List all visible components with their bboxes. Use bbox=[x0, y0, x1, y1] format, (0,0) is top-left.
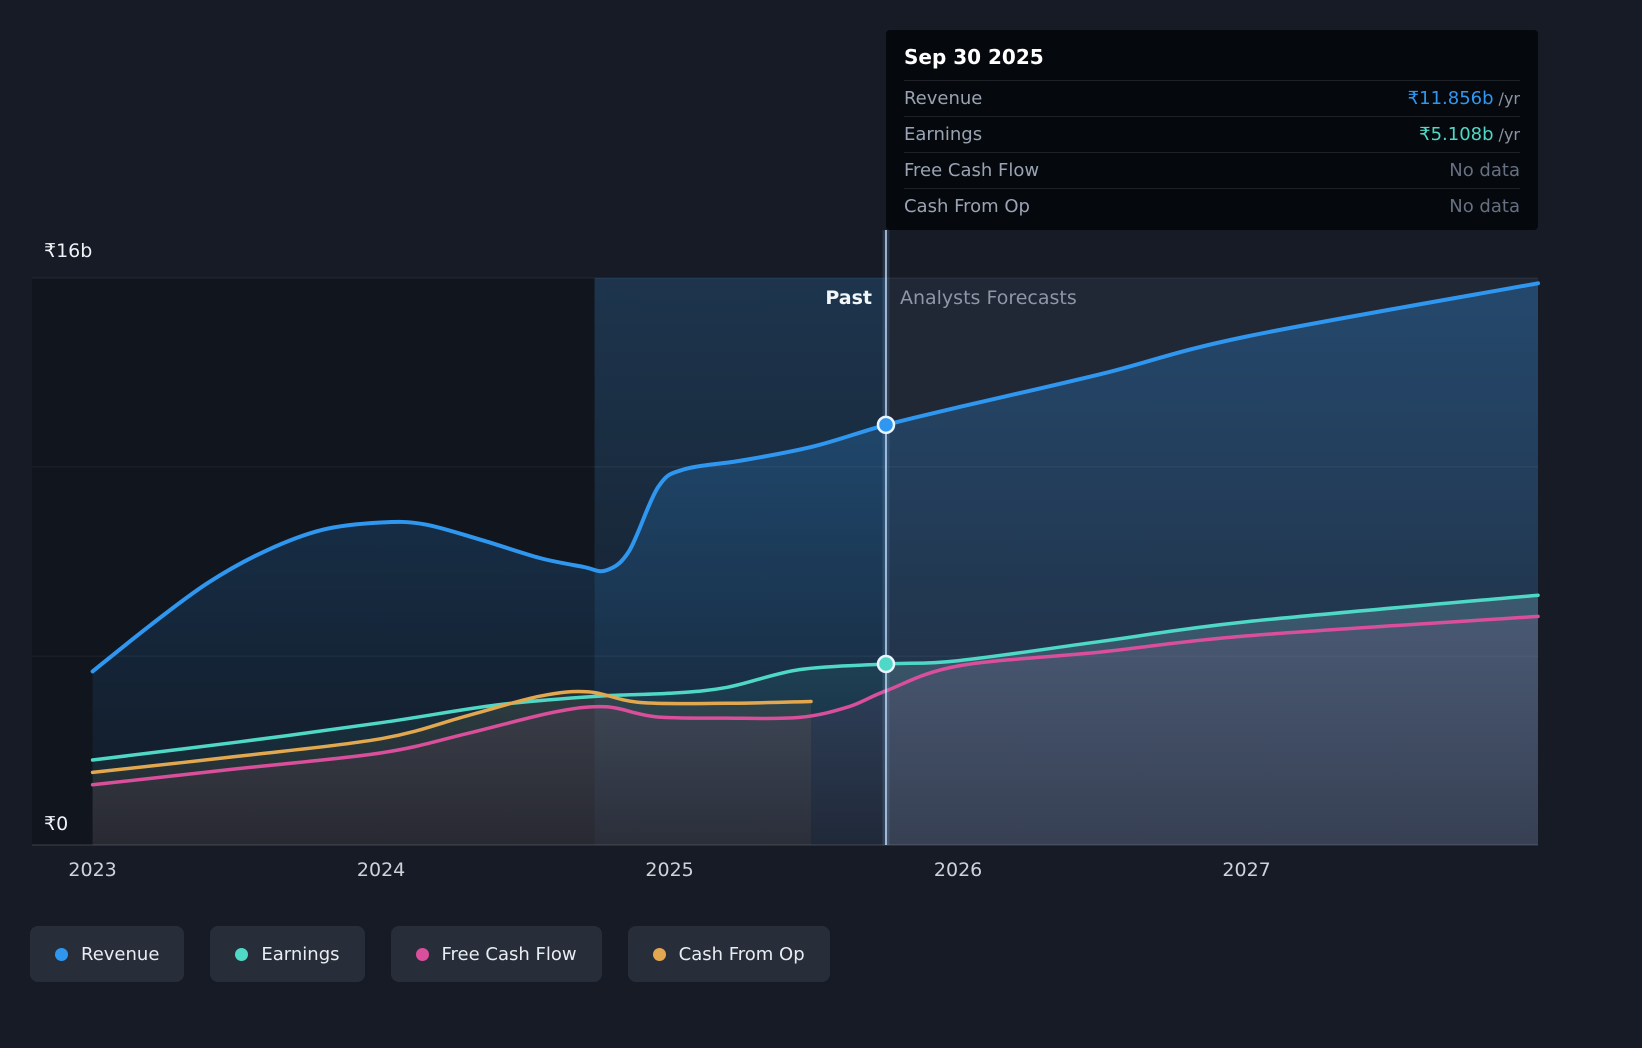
tooltip-row-value: ₹5.108b/yr bbox=[1419, 124, 1520, 145]
x-axis-label-2026: 2026 bbox=[933, 859, 983, 881]
tooltip-row-label: Earnings bbox=[903, 124, 983, 145]
revenue-legend-dot bbox=[55, 947, 68, 961]
legend-label: Earnings bbox=[261, 943, 340, 965]
tooltip-row: Cash From Op No data bbox=[903, 188, 1520, 224]
legend: Revenue Earnings Free Cash Flow Cash From O… bbox=[30, 926, 830, 982]
legend-label: Free Cash Flow bbox=[441, 943, 577, 965]
free-cash-flow-line[interactable] bbox=[90, 614, 1540, 787]
tooltip-row: Revenue ₹11.856b/yr bbox=[903, 80, 1520, 116]
cash-from-op-line[interactable] bbox=[90, 689, 813, 775]
legend-item-cash-from-op[interactable]: Cash From Op bbox=[627, 926, 830, 982]
x-axis-label-2023: 2023 bbox=[68, 859, 117, 881]
revenue-line[interactable] bbox=[90, 281, 1540, 674]
y-axis-zero-label: ₹0 bbox=[44, 813, 69, 835]
tooltip-row-label: Free Cash Flow bbox=[903, 160, 1040, 181]
earnings-marker[interactable] bbox=[876, 654, 896, 674]
tooltip-row: Earnings ₹5.108b/yr bbox=[903, 116, 1520, 152]
tooltip-row-label: Cash From Op bbox=[903, 196, 1030, 217]
tooltip-rows: Revenue ₹11.856b/yr Earnings ₹5.108b/yr Free… bbox=[903, 80, 1520, 224]
tooltip-row: Free Cash Flow No data bbox=[903, 152, 1520, 188]
revenue-marker[interactable] bbox=[876, 415, 896, 435]
legend-item-revenue[interactable]: Revenue bbox=[30, 926, 185, 982]
legend-item-earnings[interactable]: Earnings bbox=[210, 926, 365, 982]
free-cash-flow-legend-dot bbox=[415, 947, 429, 961]
cash-from-op-legend-dot bbox=[652, 947, 666, 961]
tooltip-date: Sep 30 2025 bbox=[903, 45, 1044, 69]
x-axis-label-2024: 2024 bbox=[356, 859, 406, 881]
earnings-legend-dot bbox=[235, 947, 249, 961]
data-tooltip: Sep 30 2025 Revenue ₹11.856b/yr Earnings ₹5… bbox=[885, 30, 1538, 230]
tooltip-row-value: No data bbox=[1449, 196, 1520, 217]
tooltip-row-value: No data bbox=[1449, 160, 1520, 181]
x-axis-label-2027: 2027 bbox=[1222, 859, 1271, 881]
earnings-line[interactable] bbox=[90, 593, 1540, 762]
legend-label: Cash From Op bbox=[678, 943, 805, 965]
past-section-label: Past bbox=[825, 287, 872, 309]
tooltip-row-value: ₹11.856b/yr bbox=[1407, 88, 1520, 109]
tooltip-row-label: Revenue bbox=[903, 88, 983, 109]
forecast-section-label: Analysts Forecasts bbox=[899, 287, 1077, 309]
legend-item-free-cash-flow[interactable]: Free Cash Flow bbox=[390, 926, 602, 982]
y-axis-max-label: ₹16b bbox=[44, 240, 93, 262]
x-axis-label-2025: 2025 bbox=[645, 859, 694, 881]
legend-label: Revenue bbox=[81, 943, 160, 965]
x-axis: 2023 2024 2025 2026 2027 bbox=[0, 859, 1642, 889]
